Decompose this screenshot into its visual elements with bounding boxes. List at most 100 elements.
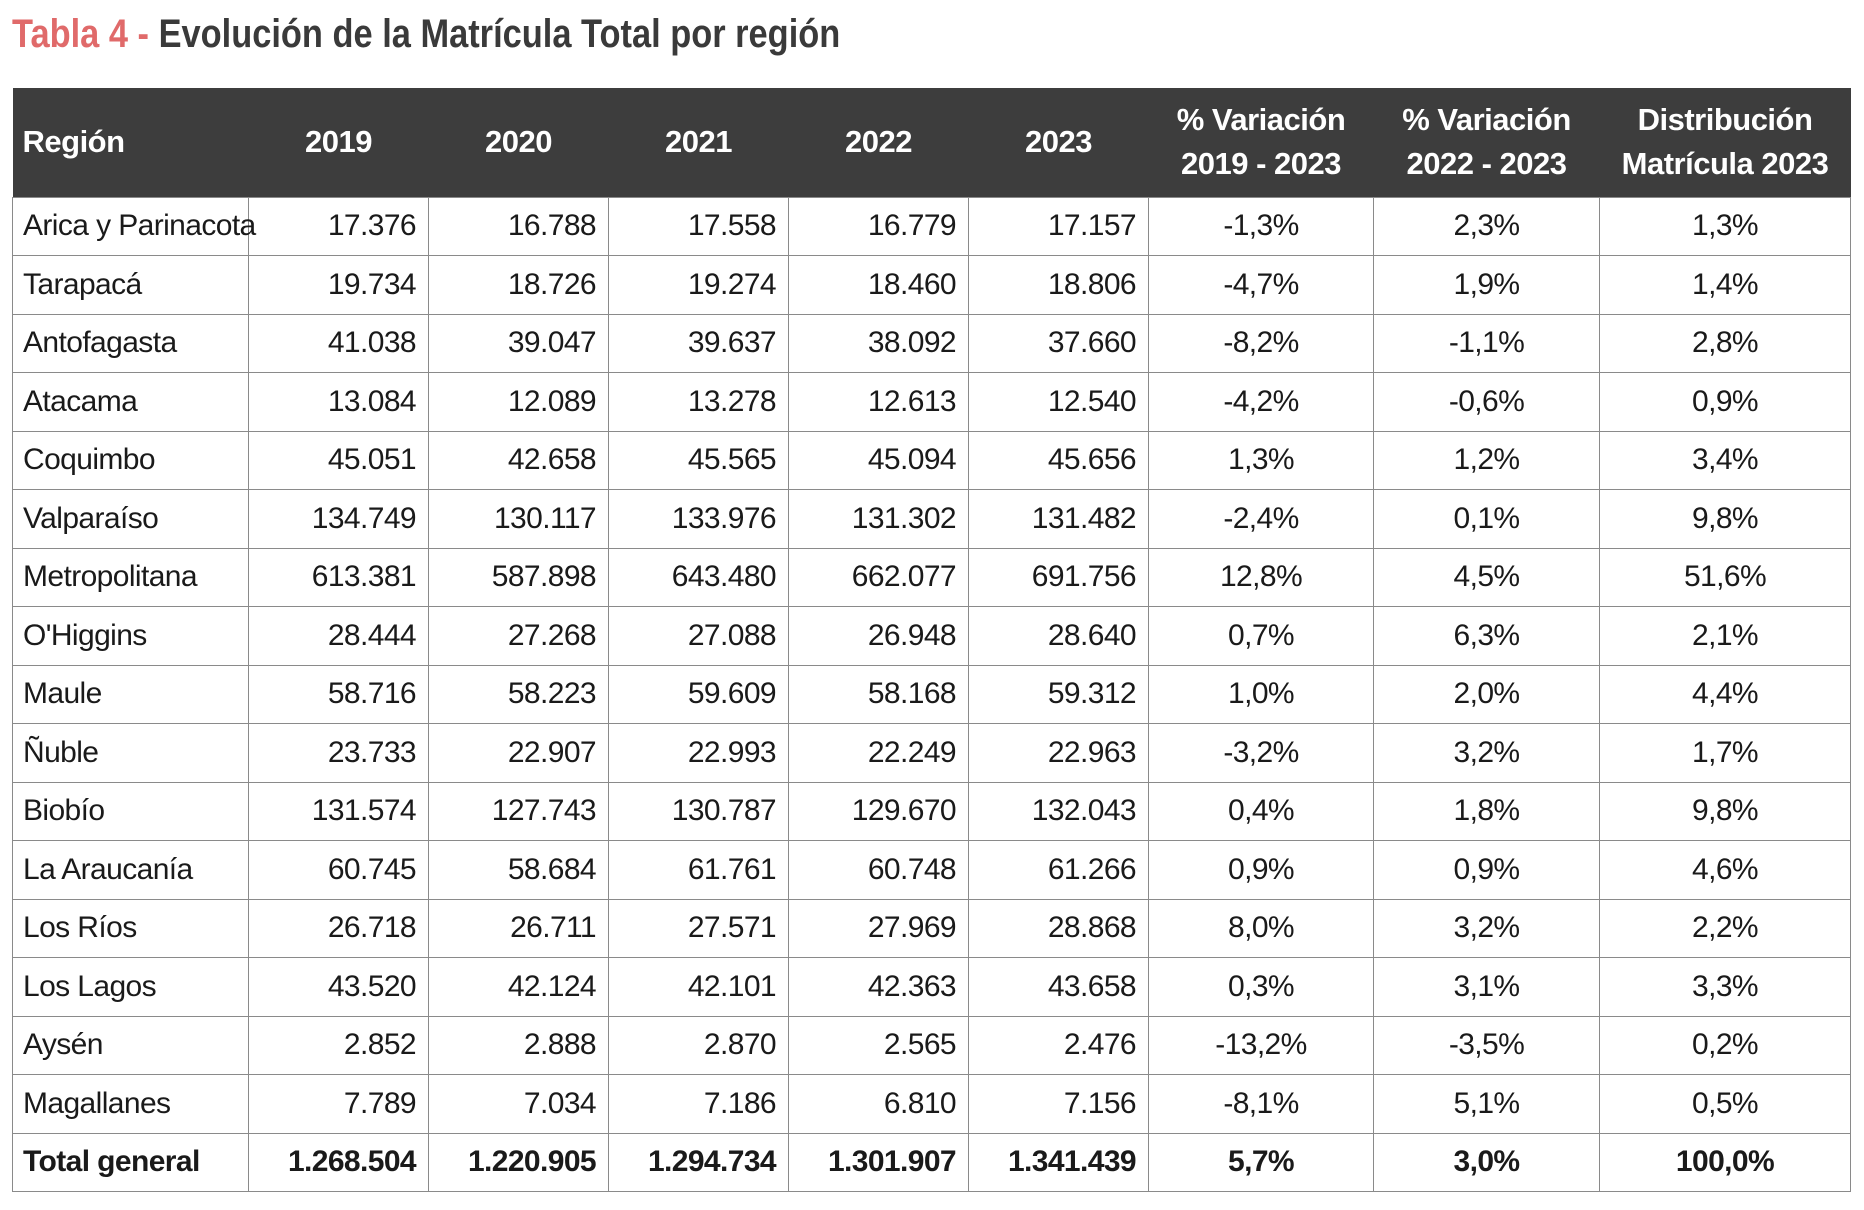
- cell-2021: 39.637: [608, 313, 789, 373]
- cell-2022: 16.779: [788, 196, 969, 256]
- cell-distribution-2023: 1,4%: [1599, 255, 1851, 315]
- cell-variation-2019-2023: -2,4%: [1148, 489, 1374, 549]
- cell-2021: 27.088: [608, 606, 789, 666]
- cell-variation-2022-2023: -3,5%: [1373, 1015, 1600, 1075]
- header-region: Región: [22, 124, 126, 160]
- cell-2022: 42.363: [788, 957, 969, 1017]
- header-distribution-2023-line1: Distribución: [1637, 102, 1813, 138]
- cell-distribution-2023: 9,8%: [1599, 781, 1851, 841]
- cell-region: Tarapacá: [12, 255, 249, 315]
- cell-distribution-2023: 4,4%: [1599, 664, 1851, 724]
- cell-2023: 7.156: [968, 1074, 1149, 1134]
- cell-2021: 45.565: [608, 430, 789, 490]
- total-row: Total general 1.268.504 1.220.905 1.294.734…: [12, 1132, 1851, 1192]
- cell-2023: 61.266: [968, 840, 1149, 900]
- cell-region: O'Higgins: [12, 606, 249, 666]
- cell-2019: 7.789: [248, 1074, 429, 1134]
- header-variation-2019-2023-line2: 2019 - 2023: [1181, 146, 1341, 182]
- cell-2020: 130.117: [428, 489, 609, 549]
- cell-variation-2022-2023: 1,2%: [1373, 430, 1600, 490]
- cell-2021: 42.101: [608, 957, 789, 1017]
- cell-2020: 7.034: [428, 1074, 609, 1134]
- cell-variation-2022-2023: 0,9%: [1373, 840, 1600, 900]
- cell-2020: 16.788: [428, 196, 609, 256]
- cell-variation-2019-2023: 1,0%: [1148, 664, 1374, 724]
- cell-variation-2022-2023: 1,9%: [1373, 255, 1600, 315]
- cell-2022: 6.810: [788, 1074, 969, 1134]
- cell-2019: 43.520: [248, 957, 429, 1017]
- cell-2019: 17.376: [248, 196, 429, 256]
- cell-distribution-2023: 0,2%: [1599, 1015, 1851, 1075]
- cell-2020: 58.223: [428, 664, 609, 724]
- cell-2020: 12.089: [428, 372, 609, 432]
- cell-variation-2019-2023: 0,3%: [1148, 957, 1374, 1017]
- cell-variation-2019-2023: 5,7%: [1148, 1132, 1374, 1192]
- cell-2019: 13.084: [248, 372, 429, 432]
- cell-2020: 2.888: [428, 1015, 609, 1075]
- cell-region: Coquimbo: [12, 430, 249, 490]
- cell-region: Biobío: [12, 781, 249, 841]
- cell-region: Maule: [12, 664, 249, 724]
- cell-2022: 58.168: [788, 664, 969, 724]
- cell-2020: 587.898: [428, 547, 609, 607]
- cell-2020: 127.743: [428, 781, 609, 841]
- cell-2022: 18.460: [788, 255, 969, 315]
- table-header: Región 2019 2020 2021 2022 2023 % Variac…: [12, 88, 1851, 197]
- cell-2021: 17.558: [608, 196, 789, 256]
- cell-variation-2022-2023: 1,8%: [1373, 781, 1600, 841]
- table-row: Atacama 13.084 12.089 13.278 12.613 12.540 -4,…: [12, 372, 1851, 432]
- table-row: Valparaíso 134.749 130.117 133.976 131.302 13…: [12, 489, 1851, 549]
- cell-distribution-2023: 1,3%: [1599, 196, 1851, 256]
- cell-distribution-2023: 2,8%: [1599, 313, 1851, 373]
- cell-2022: 12.613: [788, 372, 969, 432]
- header-variation-2022-2023-line2: 2022 - 2023: [1406, 146, 1567, 182]
- cell-variation-2019-2023: 1,3%: [1148, 430, 1374, 490]
- cell-variation-2019-2023: -8,1%: [1148, 1074, 1374, 1134]
- cell-region: Total general: [12, 1132, 249, 1192]
- title-prefix: Tabla 4 -: [12, 12, 159, 56]
- header-2023: 2023: [1025, 124, 1092, 160]
- cell-variation-2022-2023: -1,1%: [1373, 313, 1600, 373]
- header-row: Región 2019 2020 2021 2022 2023 % Variac…: [12, 88, 1851, 197]
- cell-2021: 59.609: [608, 664, 789, 724]
- cell-distribution-2023: 3,3%: [1599, 957, 1851, 1017]
- cell-2023: 37.660: [968, 313, 1149, 373]
- cell-2019: 134.749: [248, 489, 429, 549]
- header-variation-2022-2023: % Variación 2022 - 2023: [1374, 88, 1600, 197]
- cell-variation-2019-2023: 8,0%: [1148, 898, 1374, 958]
- cell-variation-2019-2023: -1,3%: [1148, 196, 1374, 256]
- cell-2023: 17.157: [968, 196, 1149, 256]
- cell-2022: 27.969: [788, 898, 969, 958]
- cell-2023: 43.658: [968, 957, 1149, 1017]
- cell-variation-2019-2023: -4,7%: [1148, 255, 1374, 315]
- cell-2019: 60.745: [248, 840, 429, 900]
- header-variation-2022-2023-line1: % Variación: [1402, 102, 1571, 138]
- cell-2022: 129.670: [788, 781, 969, 841]
- cell-region: Antofagasta: [12, 313, 249, 373]
- cell-2022: 45.094: [788, 430, 969, 490]
- header-2020: 2020: [485, 124, 552, 160]
- cell-distribution-2023: 3,4%: [1599, 430, 1851, 490]
- cell-2019: 28.444: [248, 606, 429, 666]
- cell-distribution-2023: 100,0%: [1599, 1132, 1851, 1192]
- cell-2019: 2.852: [248, 1015, 429, 1075]
- cell-2023: 28.640: [968, 606, 1149, 666]
- cell-variation-2022-2023: 2,0%: [1373, 664, 1600, 724]
- cell-2021: 133.976: [608, 489, 789, 549]
- cell-variation-2019-2023: -13,2%: [1148, 1015, 1374, 1075]
- cell-2020: 26.711: [428, 898, 609, 958]
- table-row: Metropolitana 613.381 587.898 643.480 662.07…: [12, 547, 1851, 607]
- table-row: Los Ríos 26.718 26.711 27.571 27.969 28.868 8,…: [12, 898, 1851, 958]
- cell-2020: 42.658: [428, 430, 609, 490]
- cell-2021: 1.294.734: [608, 1132, 789, 1192]
- cell-region: Ñuble: [12, 723, 249, 783]
- table-row: Tarapacá 19.734 18.726 19.274 18.460 18.806 -4…: [12, 255, 1851, 315]
- cell-region: Magallanes: [12, 1074, 249, 1134]
- cell-2021: 130.787: [608, 781, 789, 841]
- cell-variation-2019-2023: 0,7%: [1148, 606, 1374, 666]
- table-row: Los Lagos 43.520 42.124 42.101 42.363 43.658 0…: [12, 957, 1851, 1017]
- cell-distribution-2023: 0,5%: [1599, 1074, 1851, 1134]
- header-2022: 2022: [845, 124, 912, 160]
- cell-2022: 131.302: [788, 489, 969, 549]
- cell-2022: 2.565: [788, 1015, 969, 1075]
